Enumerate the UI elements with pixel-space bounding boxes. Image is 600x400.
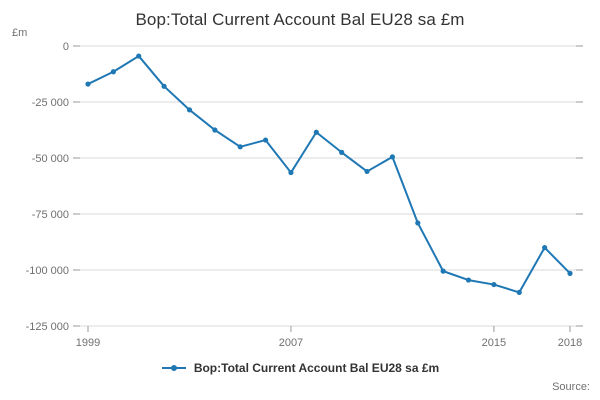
chart-title: Bop:Total Current Account Bal EU28 sa £m xyxy=(135,10,465,29)
data-point-marker xyxy=(313,129,319,135)
data-point-marker xyxy=(364,168,370,175)
data-point-marker xyxy=(465,277,472,283)
y-tick-label: -50 000 xyxy=(32,153,69,165)
legend-line-marker-icon xyxy=(161,365,186,371)
data-point-marker xyxy=(567,270,573,276)
line-chart: 0 -25 000 -50 000 -75 000 -100 000 -125 000 19… xyxy=(26,41,583,349)
data-point-marker xyxy=(136,53,142,59)
y-tick-label: -100 000 xyxy=(26,265,69,277)
data-point-marker xyxy=(186,107,193,113)
data-point-marker xyxy=(85,81,91,87)
data-point-marker xyxy=(212,127,218,133)
data-point-marker xyxy=(542,245,548,251)
data-point-marker xyxy=(491,281,497,288)
legend: Bop:Total Current Account Bal EU28 sa £m xyxy=(0,361,600,375)
data-point-marker xyxy=(288,169,294,176)
y-axis-unit-label: £m xyxy=(12,27,28,39)
y-tick-label: -125 000 xyxy=(26,321,69,333)
y-tick-label: 0 xyxy=(63,41,69,53)
data-point-marker xyxy=(237,144,243,150)
data-point-marker xyxy=(161,83,167,89)
y-tick-label: -25 000 xyxy=(32,97,69,109)
data-point-marker xyxy=(339,149,345,155)
series-line xyxy=(87,55,571,294)
legend-label: Bop:Total Current Account Bal EU28 sa £m xyxy=(193,361,440,375)
data-point-marker xyxy=(389,154,396,160)
data-point-marker xyxy=(262,137,269,143)
data-point-marker xyxy=(440,268,446,274)
x-tick-label: 2007 xyxy=(279,337,303,349)
y-tick-label: -75 000 xyxy=(32,209,69,221)
x-tick-label: 2018 xyxy=(558,337,582,349)
data-point-marker xyxy=(110,69,116,75)
x-tick-label: 1999 xyxy=(76,337,100,349)
data-point-marker xyxy=(415,220,421,226)
legend-dot xyxy=(170,365,177,371)
x-tick-label: 2015 xyxy=(482,337,506,349)
source-label: Source: xyxy=(552,381,590,393)
data-point-marker xyxy=(516,289,522,295)
